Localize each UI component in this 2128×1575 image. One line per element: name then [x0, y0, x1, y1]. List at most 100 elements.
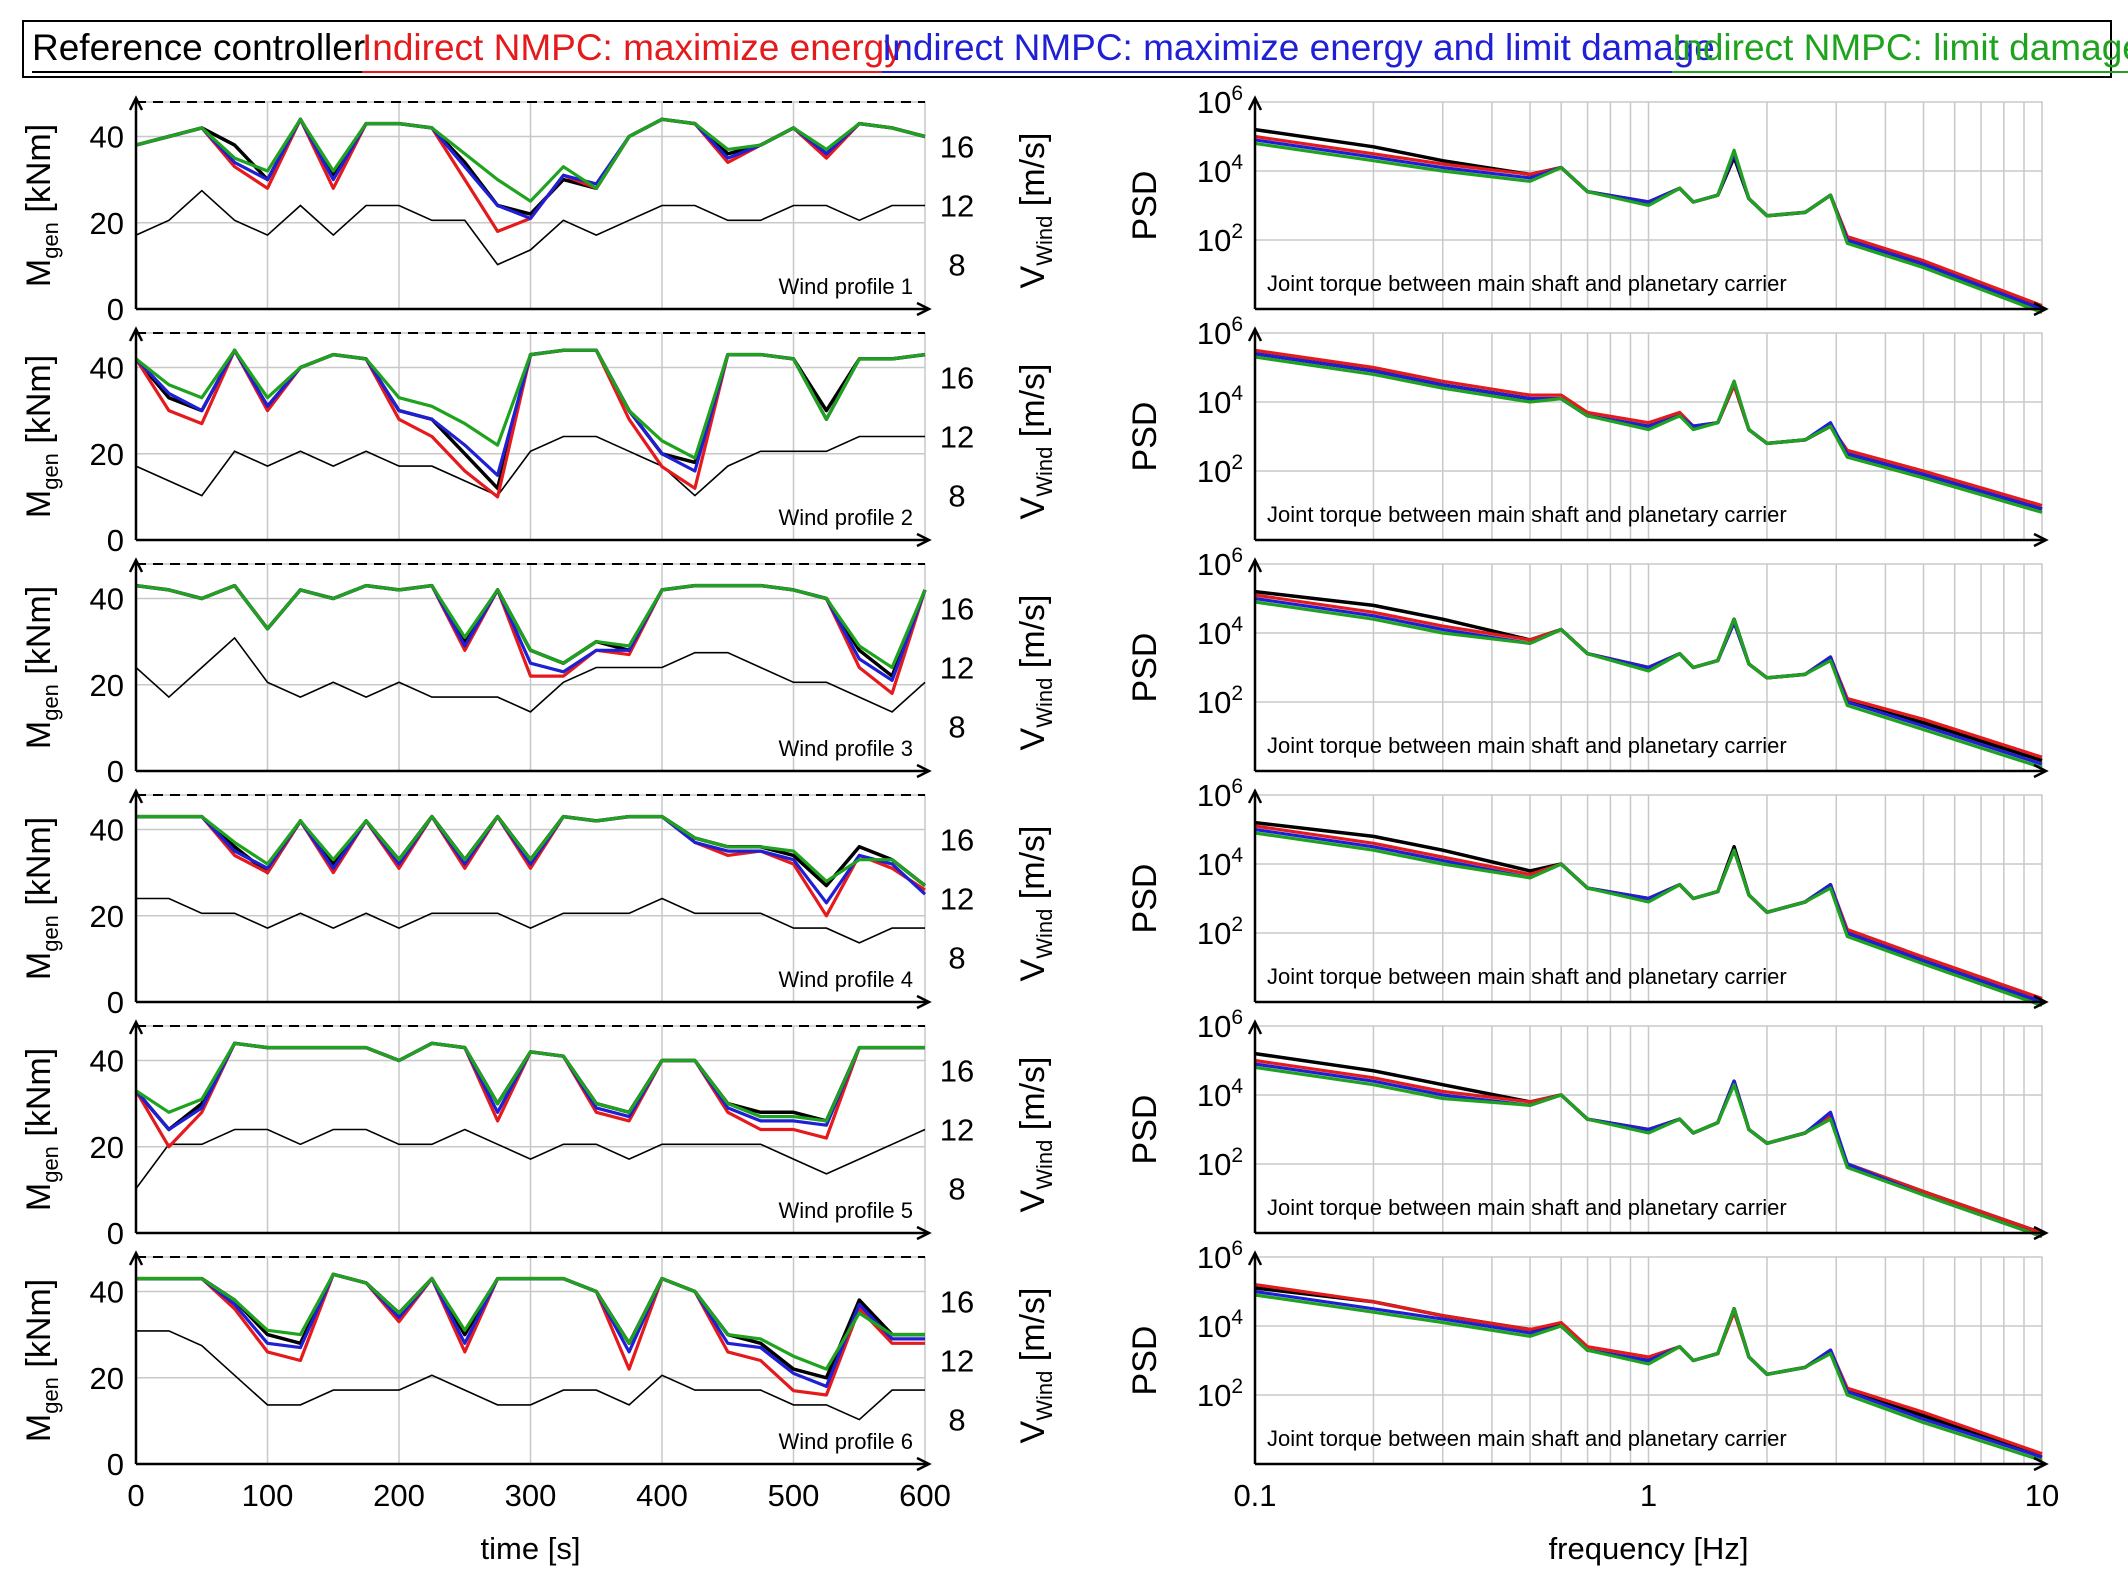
psd-series-line-4 [1254, 1065, 2043, 1239]
psd-series-line-4 [1254, 831, 2043, 1008]
profile-label: Wind profile 5 [778, 1198, 913, 1223]
psd-y-tick-label: 106 [1197, 1237, 1243, 1275]
time-panel-2: 0 20 40 8 12 16 Wind profile 2 Mgen [kNm] VWind … [20, 331, 1057, 558]
psd-y-tick-label: 104 [1197, 1075, 1243, 1113]
y-tick-label: 20 [90, 206, 124, 241]
series-line-3 [136, 814, 927, 905]
wind-speed-line [136, 897, 925, 944]
y2-axis-label: VWind [m/s] [1014, 364, 1057, 520]
y-tick-label: 0 [107, 1216, 124, 1251]
wind-speed-line [135, 1128, 926, 1190]
y-axis-arrow [128, 326, 144, 342]
psd-y-tick-label: 106 [1197, 544, 1243, 582]
x-axis-arrow [916, 763, 932, 779]
psd-y-tick-label: 104 [1197, 613, 1243, 651]
psd-series-line-4 [1254, 355, 2043, 514]
y2-axis-label: VWind [m/s] [1014, 826, 1057, 982]
psd-panel-label: Joint torque between main shaft and plan… [1267, 1426, 1787, 1451]
psd-series-line-3 [1254, 352, 2043, 511]
y-tick-label: 20 [90, 1130, 124, 1165]
psd-x-tick-label: 0.1 [1233, 1478, 1276, 1513]
psd-y-tick-label: 102 [1197, 220, 1243, 258]
y2-tick-label: 16 [940, 822, 974, 857]
y2-tick-label: 12 [940, 1344, 974, 1379]
y-axis-arrow [128, 1250, 144, 1266]
psd-y-axis-label: PSD [1126, 171, 1164, 241]
y-axis-arrow [128, 95, 144, 111]
psd-y-tick-label: 104 [1197, 844, 1243, 882]
profile-label: Wind profile 6 [778, 1429, 913, 1454]
psd-x-axis-arrow [2033, 532, 2049, 548]
y2-axis-label: VWind [m/s] [1014, 1288, 1057, 1444]
y2-tick-label: 8 [948, 710, 965, 745]
y2-tick-label: 16 [940, 1284, 974, 1319]
time-panel-1: 0 20 40 8 12 16 Wind profile 1 Mgen [kNm] VWind … [20, 100, 1057, 327]
legend-entry-reference: Reference controller [32, 28, 366, 73]
y-tick-label: 40 [90, 1275, 124, 1310]
psd-y-axis-arrow [1247, 1019, 1263, 1035]
time-panel-5: 0 20 40 8 12 16 Wind profile 5 Mgen [kNm] VWind … [20, 1024, 1057, 1251]
psd-panel-label: Joint torque between main shaft and plan… [1267, 1195, 1787, 1220]
y-axis-label: Mgen [kNm] [20, 1048, 63, 1211]
y-axis-arrow [128, 1019, 144, 1035]
y2-tick-label: 8 [948, 479, 965, 514]
y2-tick-label: 8 [948, 1172, 965, 1207]
legend-entry-limit-damage: Indirect NMPC: limit damage [1672, 28, 2128, 73]
time-panel-4: 0 20 40 8 12 16 Wind profile 4 Mgen [kNm] VWind … [20, 793, 1057, 1020]
y-tick-label: 0 [107, 1447, 124, 1482]
legend-entry-maximize-energy: Indirect NMPC: maximize energy [362, 28, 903, 73]
y-tick-label: 20 [90, 668, 124, 703]
psd-y-axis-label: PSD [1126, 1095, 1164, 1165]
psd-panel-label: Joint torque between main shaft and plan… [1267, 733, 1787, 758]
psd-x-tick-label: 10 [2025, 1478, 2059, 1513]
psd-y-tick-label: 106 [1197, 313, 1243, 351]
psd-y-axis-arrow [1247, 326, 1263, 342]
x-axis-arrow [916, 532, 932, 548]
psd-x-axis-label: frequency [Hz] [1549, 1531, 1749, 1566]
psd-y-axis-arrow [1247, 557, 1263, 573]
y-tick-label: 20 [90, 437, 124, 472]
profile-label: Wind profile 1 [778, 274, 913, 299]
time-panel-6: 0 20 40 8 12 16 Wind profile 6 Mgen [kNm] VWind … [20, 1255, 1057, 1482]
time-panel-3: 0 20 40 8 12 16 Wind profile 3 Mgen [kNm] VWind … [20, 562, 1057, 789]
y-axis-arrow [128, 557, 144, 573]
series-line-2 [136, 814, 926, 918]
y-tick-label: 20 [90, 1361, 124, 1396]
profile-label: Wind profile 4 [778, 967, 913, 992]
psd-series-line-4 [1254, 1293, 2043, 1463]
y2-tick-label: 16 [940, 360, 974, 395]
y-tick-label: 0 [107, 292, 124, 327]
psd-y-tick-label: 102 [1197, 451, 1243, 489]
y2-tick-label: 16 [940, 591, 974, 626]
y2-tick-label: 12 [940, 189, 974, 224]
series-line-4 [135, 117, 926, 203]
psd-y-tick-label: 104 [1197, 1306, 1243, 1344]
x-tick-label: 500 [768, 1478, 820, 1513]
psd-y-axis-arrow [1247, 1250, 1263, 1266]
y-tick-label: 40 [90, 813, 124, 848]
series-line-4 [135, 1041, 925, 1123]
psd-y-tick-label: 102 [1197, 1144, 1243, 1182]
psd-y-axis-label: PSD [1126, 864, 1164, 934]
wind-speed-line [135, 636, 926, 713]
wind-speed-line [136, 1330, 925, 1421]
y-axis-label: Mgen [kNm] [20, 1279, 63, 1442]
y2-axis-label: VWind [m/s] [1014, 595, 1057, 751]
psd-y-tick-label: 106 [1197, 82, 1243, 120]
psd-x-axis-arrow [2033, 763, 2049, 779]
y2-axis-label: VWind [m/s] [1014, 1057, 1057, 1213]
y-tick-label: 40 [90, 351, 124, 386]
psd-y-tick-label: 104 [1197, 382, 1243, 420]
psd-panel-6: 102 104 106 Joint torque between main shaft… [1126, 1237, 2044, 1466]
y2-tick-label: 12 [940, 651, 974, 686]
y-axis-label: Mgen [kNm] [20, 355, 63, 518]
x-axis-arrow [916, 301, 932, 317]
series-line-4 [135, 583, 927, 670]
y-axis-label: Mgen [kNm] [20, 124, 63, 287]
x-tick-label: 600 [899, 1478, 951, 1513]
psd-y-tick-label: 106 [1197, 775, 1243, 813]
series-line-4 [136, 814, 926, 887]
psd-x-axis-arrow [2033, 301, 2049, 317]
x-axis-arrow [916, 1225, 932, 1241]
psd-panel-label: Joint torque between main shaft and plan… [1267, 964, 1787, 989]
